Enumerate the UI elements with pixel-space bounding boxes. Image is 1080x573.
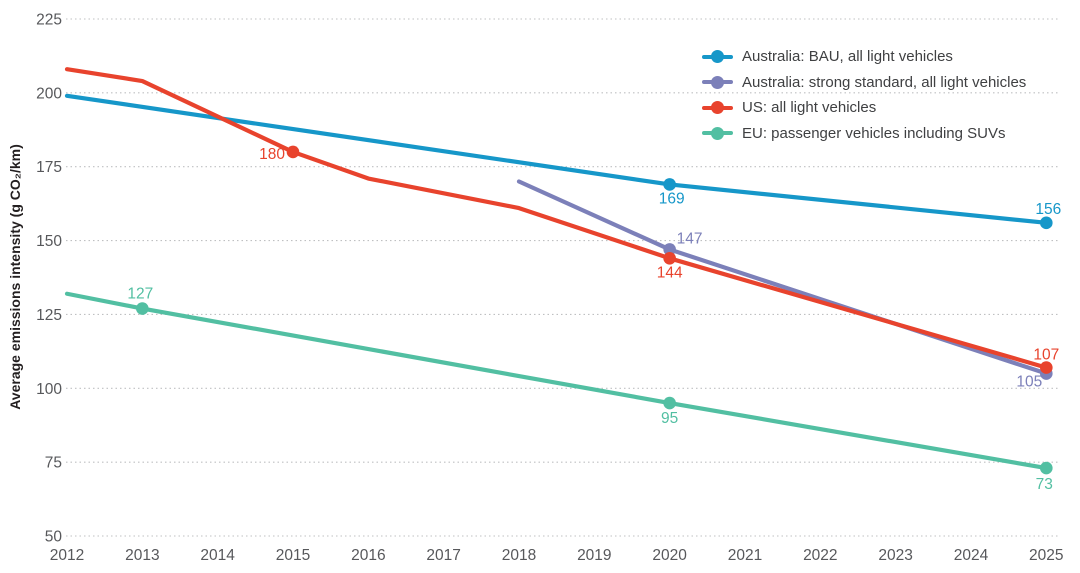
legend-item-australia-bau: Australia: BAU, all light vehicles: [702, 44, 1026, 70]
x-tick-label: 2020: [652, 547, 687, 564]
y-tick-label: 50: [45, 529, 63, 546]
data-point-label: 144: [657, 264, 683, 281]
data-point-label: 73: [1036, 476, 1053, 493]
data-point-label: 105: [1016, 374, 1042, 391]
legend-item-australia-strong-standard: Australia: strong standard, all light ve…: [702, 70, 1026, 96]
x-tick-label: 2025: [1029, 547, 1063, 564]
y-tick-label: 175: [36, 159, 62, 176]
x-tick-label: 2019: [577, 547, 611, 564]
x-tick-label: 2013: [125, 547, 159, 564]
legend-label: Australia: strong standard, all light ve…: [742, 73, 1027, 91]
legend-label: EU: passenger vehicles including SUVs: [742, 124, 1006, 142]
x-tick-label: 2024: [954, 547, 989, 564]
data-point-label: 156: [1035, 201, 1061, 218]
data-point-marker: [136, 302, 149, 315]
x-tick-label: 2023: [878, 547, 912, 564]
data-point-marker: [1040, 361, 1053, 374]
data-point-marker: [663, 396, 676, 410]
data-point-marker: [663, 251, 676, 265]
line-marker-icon: [702, 101, 733, 115]
y-axis-title: Average emissions intensity (g CO₂/km): [7, 144, 23, 410]
x-tick-label: 2014: [200, 547, 235, 564]
y-tick-label: 200: [36, 85, 62, 102]
x-tick-label: 2012: [50, 547, 84, 564]
data-point-marker: [663, 178, 676, 191]
line-marker-icon: [702, 126, 733, 140]
legend-label: US: all light vehicles: [742, 99, 877, 117]
y-tick-label: 100: [36, 381, 62, 398]
legend: Australia: BAU, all light vehicles Austr…: [702, 44, 1026, 146]
data-point-marker: [1040, 216, 1053, 230]
line-marker-icon: [702, 75, 733, 89]
x-tick-label: 2017: [426, 547, 460, 564]
line-marker-icon: [702, 50, 733, 64]
data-point-label: 169: [659, 190, 685, 207]
data-point-label: 95: [661, 410, 678, 427]
x-tick-label: 2021: [728, 547, 762, 564]
data-point-marker: [663, 243, 676, 256]
legend-item-us: US: all light vehicles: [702, 95, 1026, 121]
legend-label: Australia: BAU, all light vehicles: [742, 48, 953, 66]
x-tick-label: 2015: [276, 547, 310, 564]
data-point-label: 127: [127, 286, 153, 303]
data-point-label: 147: [677, 230, 703, 247]
x-tick-label: 2022: [803, 547, 837, 564]
data-point-marker: [286, 145, 300, 159]
y-tick-label: 150: [36, 233, 62, 250]
y-tick-label: 125: [36, 307, 62, 324]
data-point-marker: [1040, 461, 1053, 475]
x-tick-label: 2018: [502, 547, 536, 564]
y-tick-label: 75: [45, 455, 62, 472]
data-point-label: 180: [259, 146, 285, 163]
data-point-label: 107: [1033, 347, 1059, 364]
series-line: [64, 291, 1049, 471]
legend-item-eu: EU: passenger vehicles including SUVs: [702, 121, 1026, 147]
y-tick-label: 225: [36, 12, 62, 29]
x-tick-label: 2016: [351, 547, 385, 564]
